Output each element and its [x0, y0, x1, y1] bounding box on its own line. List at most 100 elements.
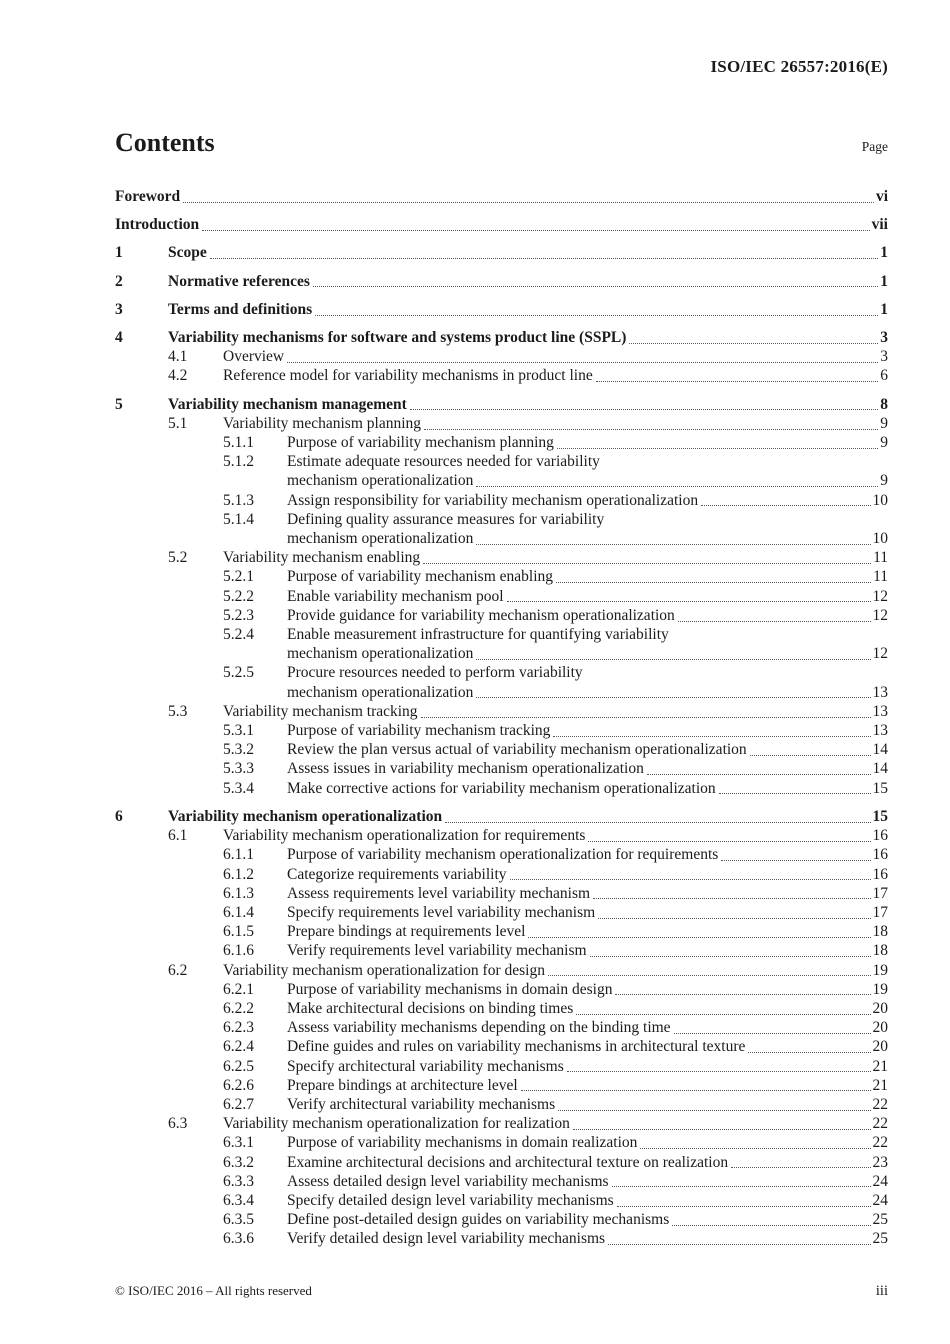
toc-entry-title: Procure resources needed to perform vari…	[287, 664, 583, 682]
toc-entry-number: 3	[115, 300, 123, 318]
toc-entry-title: Assess variability mechanisms depending …	[287, 1019, 671, 1037]
toc-entry-number: 5.2	[168, 549, 188, 567]
toc-entry: 5.1.3 Assign responsibility for variabili…	[115, 491, 888, 510]
toc-entry-page: 22	[872, 1134, 889, 1152]
toc-entry-page: 25	[872, 1230, 889, 1248]
toc-entry-number: 6.2	[168, 961, 188, 979]
dot-leader	[611, 1186, 871, 1188]
dot-leader	[615, 994, 871, 996]
toc-entry: 6.2.5 Specify architectural variability m…	[115, 1057, 888, 1076]
toc-entry: 6.1.6 Verify requirements level variabili…	[115, 941, 888, 960]
toc-entry: 6.2.4 Define guides and rules on variabil…	[115, 1037, 888, 1056]
toc-entry-number: 5.2.5	[223, 664, 254, 682]
dot-leader	[556, 582, 872, 584]
toc-entry-number: 6.3.6	[223, 1230, 254, 1248]
dot-leader	[595, 381, 879, 383]
toc-entry: 6.2.3 Assess variability mechanisms depen…	[115, 1018, 888, 1037]
dot-leader	[423, 562, 872, 564]
toc-entry-title: Overview	[223, 348, 285, 366]
toc-entry: 5.3.1 Purpose of variability mechanism tr…	[115, 721, 888, 740]
dot-leader	[476, 658, 871, 660]
toc-entry-title: Prepare bindings at requirements level	[287, 923, 526, 941]
toc-entry-page: 25	[872, 1211, 889, 1229]
dot-leader	[183, 201, 874, 203]
toc-entry-title: Specify architectural variability mechan…	[287, 1057, 564, 1075]
dot-leader	[731, 1167, 871, 1169]
toc-entry-page: 18	[872, 923, 889, 941]
toc-entry-title: Variability mechanism operationalization…	[223, 827, 586, 845]
toc-entry-title: Variability mechanism tracking	[223, 702, 418, 720]
toc-entry: 6.2.6 Prepare bindings at architecture le…	[115, 1076, 888, 1095]
toc-entry-page: 15	[872, 779, 889, 797]
dot-leader	[718, 793, 871, 795]
toc-entry: 6.3.6 Verify detailed design level variab…	[115, 1229, 888, 1248]
toc-entry-page: 16	[872, 846, 889, 864]
toc-entry-page: 10	[872, 491, 889, 509]
toc-entry-title: Defining quality assurance measures for …	[287, 510, 605, 528]
toc-entry-title: Make corrective actions for variability …	[287, 779, 716, 797]
dot-leader	[629, 342, 879, 344]
dot-leader	[520, 1090, 871, 1092]
toc-entry-number: 6.2.1	[223, 980, 254, 998]
toc-entry: 6.3.2 Examine architectural decisions and…	[115, 1153, 888, 1172]
dot-leader	[701, 505, 871, 507]
toc-entry: 5.3.4 Make corrective actions for variabi…	[115, 779, 888, 798]
toc-entry-number: 6.3.1	[223, 1134, 254, 1152]
toc-entry-number: 5.1.1	[223, 434, 254, 452]
toc-entry-title: Examine architectural decisions and arch…	[287, 1153, 729, 1171]
toc-entry-title: Purpose of variability mechanism plannin…	[287, 434, 554, 452]
toc-entry-title: Estimate adequate resources needed for v…	[287, 453, 600, 471]
toc-entry-page: 16	[872, 827, 889, 845]
toc-entry: 4.1 Overview 3	[115, 347, 888, 366]
toc-entry: 5.2 Variability mechanism enabling 11	[115, 548, 888, 567]
toc-entry-title: Provide guidance for variability mechani…	[287, 606, 675, 624]
dot-leader	[608, 1244, 871, 1246]
toc-entry: 6.1.4 Specify requirements level variabil…	[115, 903, 888, 922]
toc-entry: Introduction vii	[115, 215, 888, 234]
toc-entry-page: 1	[880, 244, 888, 262]
toc-entry-page: 20	[872, 1019, 889, 1037]
toc-entry: Foreword vi	[115, 187, 888, 206]
toc-entry-page: vii	[871, 216, 888, 234]
toc-entry-number: 5.2.1	[223, 568, 254, 586]
toc-entry: 5.1.2 Estimate adequate resources needed …	[115, 452, 888, 471]
dot-leader	[547, 975, 871, 977]
toc-entry: 6.2 Variability mechanism operationalizat…	[115, 961, 888, 980]
dot-leader	[673, 1032, 871, 1034]
toc-entry-number: 5.1.3	[223, 491, 254, 509]
toc-entry: 6.1 Variability mechanism operationalizat…	[115, 826, 888, 845]
dot-leader	[509, 879, 871, 881]
toc-entry-title: Review the plan versus actual of variabi…	[287, 741, 747, 759]
toc-entry-number: 5.3	[168, 702, 188, 720]
toc-entry-number: 5.1.4	[223, 510, 254, 528]
toc-entry-number: 2	[115, 272, 123, 290]
toc-entry: 6 Variability mechanism operationalizatio…	[115, 807, 888, 826]
toc-entry-page: 18	[872, 942, 889, 960]
dot-leader	[209, 258, 879, 260]
toc-entry-title: Verify architectural variability mechani…	[287, 1095, 556, 1113]
toc-entry-title: Variability mechanism operationalization…	[223, 1115, 570, 1133]
toc-entry: 1 Scope 1	[115, 243, 888, 262]
toc-entry-page: 19	[872, 961, 889, 979]
dot-leader	[677, 620, 871, 622]
toc-entry-title: Variability mechanism management	[168, 395, 407, 413]
toc-entry-number: 5.3.1	[223, 722, 254, 740]
toc-entry: 6.2.1 Purpose of variability mechanisms i…	[115, 980, 888, 999]
toc-entry-title: Variability mechanism planning	[223, 414, 422, 432]
toc-entry-title: Assess detailed design level variability…	[287, 1172, 609, 1190]
toc-entry-title: Purpose of variability mechanism trackin…	[287, 722, 551, 740]
toc-entry-title: Introduction	[115, 216, 200, 234]
toc-entry-number: 5.3.2	[223, 741, 254, 759]
toc-entry-page: vi	[875, 188, 888, 205]
toc-entry-number: 6.1.6	[223, 942, 254, 960]
toc-entry-page: 21	[872, 1076, 889, 1094]
page-column-label: Page	[861, 139, 888, 154]
toc-entry-continuation: mechanism operationalization 13	[115, 683, 888, 702]
toc-entry-number: 6.2.3	[223, 1019, 254, 1037]
toc-entry: 4 Variability mechanisms for software and…	[115, 328, 888, 347]
toc-entry-page: 17	[872, 903, 889, 921]
dot-leader	[476, 697, 871, 699]
toc-entry: 5.1.4 Defining quality assurance measures…	[115, 510, 888, 529]
toc-entry-title: mechanism operationalization	[287, 645, 474, 663]
toc-entry-title: Define post-detailed design guides on va…	[287, 1211, 670, 1229]
